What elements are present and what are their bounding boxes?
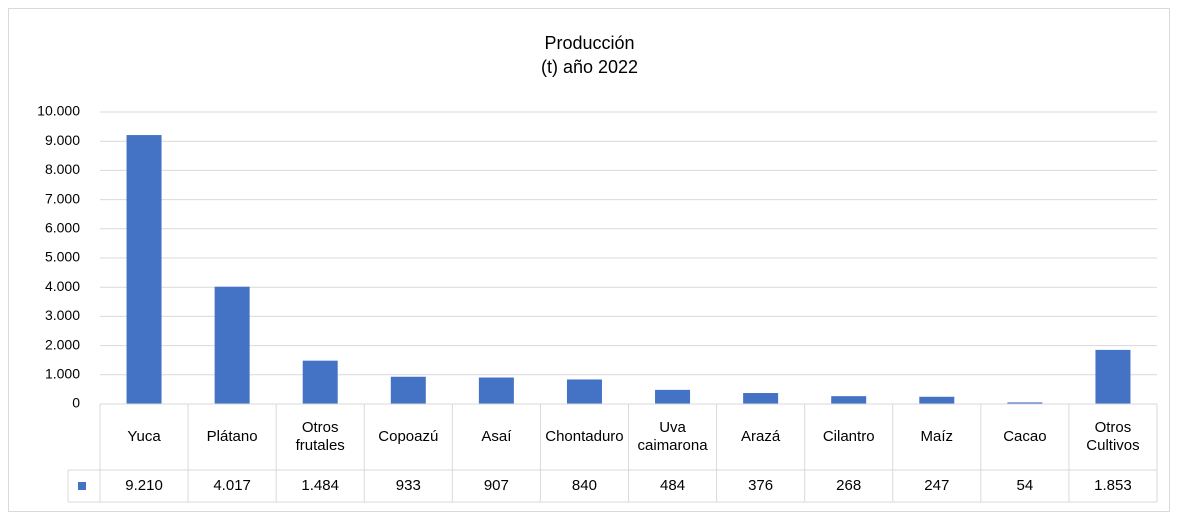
- value-label: 933: [395, 477, 421, 494]
- category-label: Cilantro: [822, 428, 875, 445]
- y-tick-label: 6.000: [45, 220, 80, 236]
- category-label: Cacao: [1003, 428, 1047, 445]
- bar: [1095, 349, 1131, 404]
- bar: [1007, 402, 1043, 404]
- y-tick-label: 5.000: [45, 249, 80, 265]
- bar: [390, 376, 426, 404]
- category-label: Otros frutales: [295, 419, 345, 454]
- category-label: Uva caimarona: [637, 419, 708, 454]
- value-label: 54: [1016, 477, 1034, 494]
- value-label: 484: [660, 477, 686, 494]
- category-label: Plátano: [206, 428, 258, 445]
- y-tick-label: 8.000: [45, 161, 80, 177]
- category-label: Chontaduro: [545, 428, 624, 445]
- y-tick-label: 0: [72, 395, 80, 411]
- value-label: 9.210: [125, 477, 163, 494]
- category-label: Yuca: [127, 428, 161, 445]
- y-tick-label: 9.000: [45, 132, 80, 148]
- value-label: 376: [748, 477, 774, 494]
- bar: [566, 379, 602, 404]
- y-tick-label: 1.000: [45, 366, 80, 382]
- value-label: 840: [571, 477, 597, 494]
- y-tick-label: 2.000: [45, 336, 80, 352]
- value-label: 907: [483, 477, 509, 494]
- bar: [919, 396, 955, 404]
- chart-title: Producción (t) año 2022: [540, 33, 639, 77]
- value-label: 1.853: [1094, 477, 1132, 494]
- category-label: Copoazú: [378, 428, 439, 445]
- bar: [302, 360, 338, 404]
- bar: [655, 389, 691, 404]
- category-label: Asaí: [481, 428, 512, 445]
- bar: [214, 286, 250, 404]
- y-tick-label: 3.000: [45, 307, 80, 323]
- category-label: Maíz: [920, 428, 954, 445]
- value-label: 247: [924, 477, 950, 494]
- y-tick-label: 10.000: [37, 103, 80, 119]
- value-label: 268: [836, 477, 862, 494]
- y-tick-label: 4.000: [45, 278, 80, 294]
- bar: [478, 377, 514, 404]
- bar: [743, 393, 779, 404]
- legend-key: [78, 482, 86, 490]
- category-label: Otros Cultivos: [1086, 419, 1140, 454]
- value-label: 1.484: [301, 477, 339, 494]
- bar: [126, 135, 162, 404]
- chart-border: [8, 8, 1170, 512]
- y-tick-label: 7.000: [45, 190, 80, 206]
- value-label: 4.017: [213, 477, 251, 494]
- bar: [831, 396, 867, 404]
- category-label: Arazá: [741, 428, 781, 445]
